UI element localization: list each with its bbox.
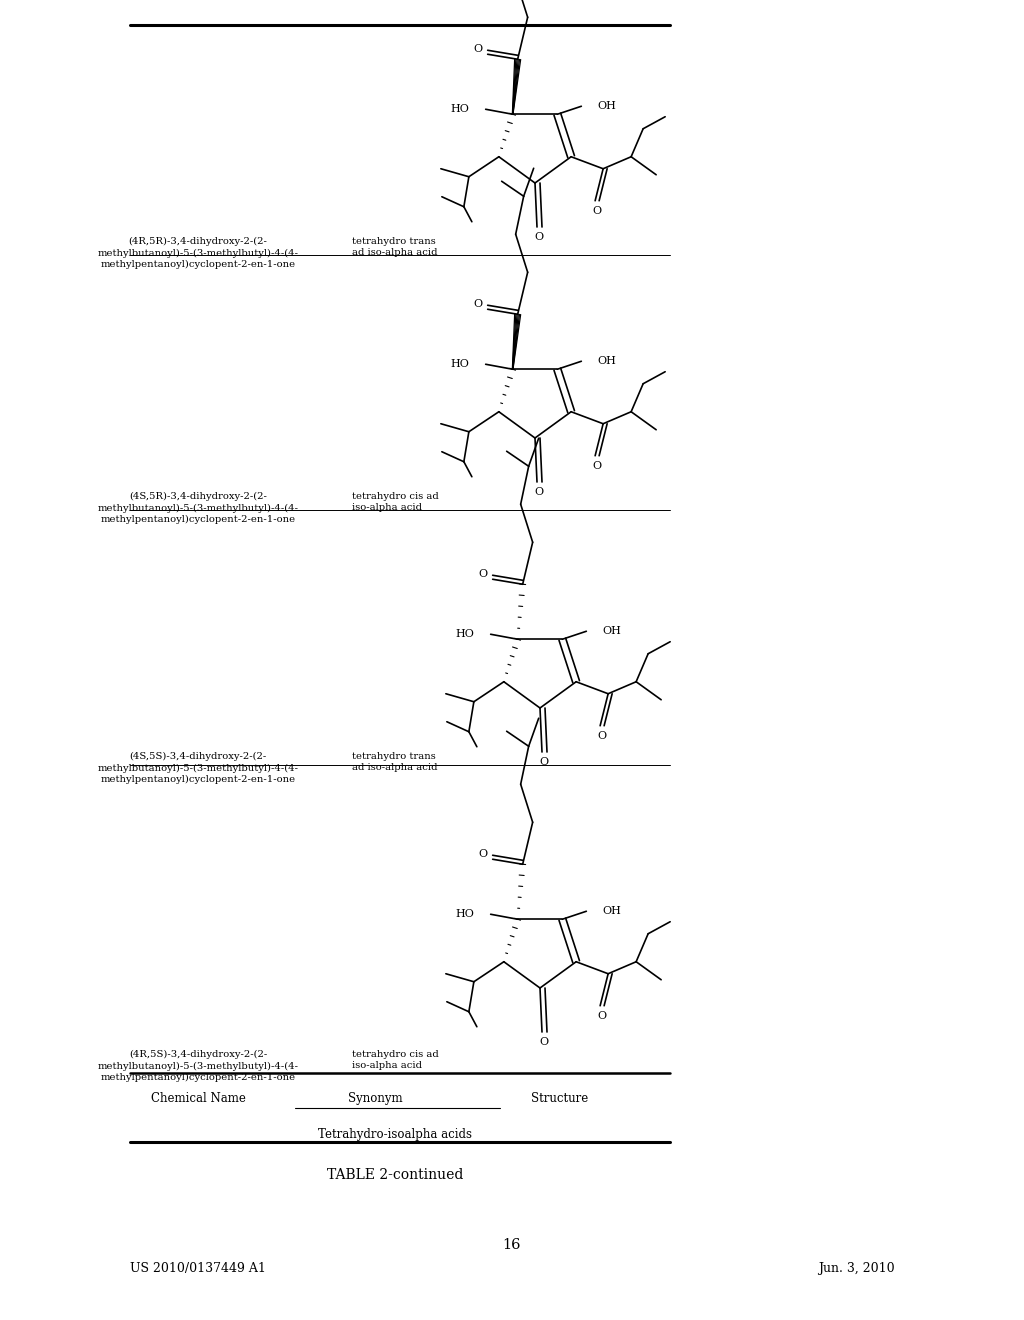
Text: tetrahydro trans
ad iso-alpha acid: tetrahydro trans ad iso-alpha acid [352,752,437,772]
Text: O: O [598,1011,606,1020]
Text: 16: 16 [503,1238,521,1251]
Text: HO: HO [451,104,470,115]
Text: HO: HO [456,630,475,639]
Text: Synonym: Synonym [348,1092,402,1105]
Text: O: O [540,1038,549,1047]
Text: O: O [473,300,482,309]
Text: O: O [593,461,602,471]
Text: O: O [535,487,544,498]
Text: O: O [598,731,606,741]
Text: TABLE 2-continued: TABLE 2-continued [327,1168,463,1181]
Text: Chemical Name: Chemical Name [151,1092,246,1105]
Text: Jun. 3, 2010: Jun. 3, 2010 [818,1262,895,1275]
Text: tetrahydro cis ad
iso-alpha acid: tetrahydro cis ad iso-alpha acid [352,1049,438,1071]
Text: OH: OH [602,626,622,636]
Text: OH: OH [602,907,622,916]
Text: Tetrahydro-isoalpha acids: Tetrahydro-isoalpha acids [318,1129,472,1140]
Text: O: O [535,232,544,242]
Text: O: O [593,206,602,215]
Text: HO: HO [451,359,470,370]
Text: O: O [473,45,482,54]
Text: O: O [478,849,487,859]
Text: tetrahydro trans
ad iso-alpha acid: tetrahydro trans ad iso-alpha acid [352,238,437,257]
Text: O: O [478,569,487,579]
Text: US 2010/0137449 A1: US 2010/0137449 A1 [130,1262,266,1275]
Text: OH: OH [597,356,616,366]
Text: tetrahydro cis ad
iso-alpha acid: tetrahydro cis ad iso-alpha acid [352,492,438,512]
Text: (4S,5S)-3,4-dihydroxy-2-(2-
methylbutanoyl)-5-(3-methylbutyl)-4-(4-
methylpentan: (4S,5S)-3,4-dihydroxy-2-(2- methylbutano… [97,752,299,784]
Text: (4R,5R)-3,4-dihydroxy-2-(2-
methylbutanoyl)-5-(3-methylbutyl)-4-(4-
methylpentan: (4R,5R)-3,4-dihydroxy-2-(2- methylbutano… [97,238,299,269]
Text: HO: HO [456,909,475,919]
Text: (4S,5R)-3,4-dihydroxy-2-(2-
methylbutanoyl)-5-(3-methylbutyl)-4-(4-
methylpentan: (4S,5R)-3,4-dihydroxy-2-(2- methylbutano… [97,492,299,524]
Text: O: O [540,756,549,767]
Text: Structure: Structure [531,1092,589,1105]
Text: (4R,5S)-3,4-dihydroxy-2-(2-
methylbutanoyl)-5-(3-methylbutyl)-4-(4-
methylpentan: (4R,5S)-3,4-dihydroxy-2-(2- methylbutano… [97,1049,299,1082]
Text: OH: OH [597,102,616,111]
